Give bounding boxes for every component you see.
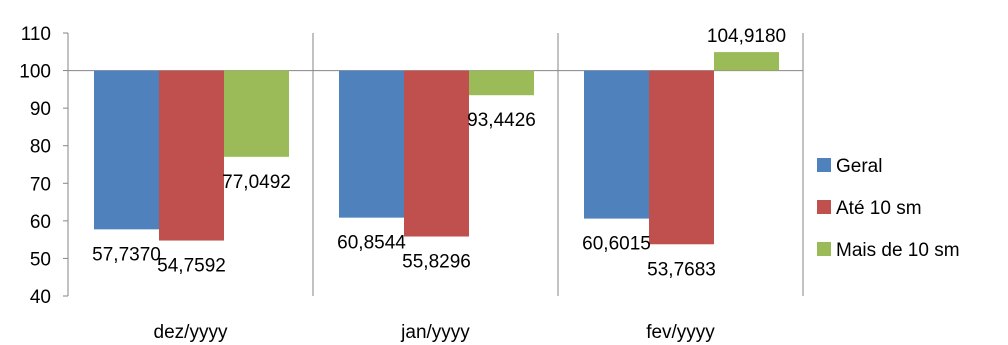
legend-swatch-0	[817, 158, 831, 172]
data-label: 55,8296	[402, 252, 471, 273]
data-label: 60,8544	[337, 233, 406, 254]
x-category-label: dez/yyyy	[154, 322, 228, 343]
y-tick-label: 40	[30, 287, 51, 308]
data-labels: 57,7370 60,8544 60,6015 54,7592 55,8296 53,76…	[92, 26, 786, 280]
data-label: 53,7683	[647, 259, 716, 280]
x-category-label: fev/yyyy	[646, 322, 715, 343]
data-label: 104,9180	[707, 26, 786, 47]
bar-1-2	[649, 70, 714, 245]
data-label: 77,0492	[222, 172, 291, 193]
legend-swatch-1	[817, 200, 831, 214]
bar-1-0	[159, 70, 224, 241]
bar-0-2	[584, 70, 649, 219]
legend-label-1: Até 10 sm	[836, 198, 922, 219]
y-tick-label: 110	[21, 24, 51, 45]
data-label: 93,4426	[467, 110, 536, 131]
bar-2-1	[469, 70, 534, 96]
y-tick-label: 100	[19, 62, 51, 83]
legend-label-0: Geral	[836, 156, 882, 177]
y-tick-label: 60	[30, 212, 51, 233]
y-tick-label: 90	[30, 99, 51, 120]
data-label: 54,7592	[157, 256, 226, 277]
x-category-label: jan/yyyy	[400, 322, 470, 343]
legend-swatch-2	[817, 242, 831, 256]
y-tick-label: 80	[30, 137, 51, 158]
bar-0-1	[339, 70, 404, 218]
bar-1-1	[404, 70, 469, 237]
data-label: 57,7370	[92, 244, 161, 265]
bars	[94, 52, 779, 245]
legend: Geral Até 10 sm Mais de 10 sm	[817, 156, 960, 261]
bar-2-2	[714, 52, 779, 71]
y-tick-label: 50	[30, 249, 51, 270]
bar-0-0	[94, 70, 159, 230]
data-label: 60,6015	[582, 234, 651, 255]
legend-label-2: Mais de 10 sm	[836, 240, 960, 261]
y-tick-label: 70	[30, 174, 51, 195]
bar-2-0	[224, 70, 289, 157]
